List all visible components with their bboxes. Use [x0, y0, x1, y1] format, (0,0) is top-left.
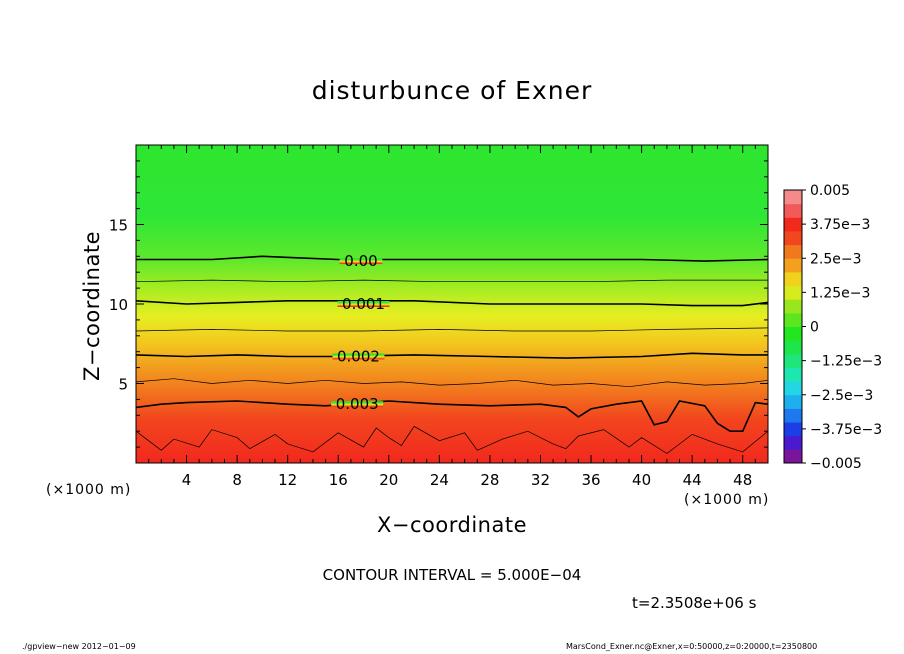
contour-line-minor: [136, 378, 768, 388]
x-tick-label: 36: [581, 471, 600, 489]
colorbar-swatch: [784, 394, 802, 409]
y-axis-label: Z−coordinate: [80, 231, 104, 381]
x-axis-label: X−coordinate: [377, 513, 527, 537]
colorbar-swatch: [784, 244, 802, 259]
x-tick-label: 48: [733, 471, 752, 489]
contour-label: 0.003: [336, 395, 379, 413]
contour-interval-text: CONTOUR INTERVAL = 5.000E−04: [322, 566, 582, 584]
contour-line-minor: [136, 327, 768, 332]
contour-line-major: [136, 299, 768, 307]
x-tick-label: 44: [683, 471, 702, 489]
colorbar-swatch: [784, 381, 802, 396]
colorbar-tick-label: −1.25e−3: [810, 354, 882, 370]
time-stamp: t=2.3508e+06 s: [632, 594, 757, 612]
colorbar-tick-label: 0: [810, 320, 819, 336]
colorbar-swatch: [784, 367, 802, 382]
x-tick-label: 20: [379, 471, 398, 489]
colorbar-swatch: [784, 271, 802, 287]
contour-label-gap: [331, 401, 384, 408]
colorbar-tick-label: 2.5e−3: [810, 251, 862, 267]
colorbar-tick-label: −2.5e−3: [810, 388, 873, 404]
x-tick-label: 12: [278, 471, 297, 489]
x-tick-label: 16: [329, 471, 348, 489]
colorbar-swatch: [784, 340, 802, 355]
contour-label: 0.00: [344, 252, 377, 270]
contour-line-minor: [136, 425, 768, 454]
colorbar-swatch: [784, 408, 802, 423]
colorbar-swatch: [784, 449, 802, 464]
y-tick-label: 5: [118, 376, 128, 394]
colorbar-swatch: [784, 299, 802, 314]
chart-title: disturbunce of Exner: [311, 76, 593, 105]
x-tick-label: 28: [480, 471, 499, 489]
footer-program-info: ./gpview−new 2012−01−09: [22, 642, 136, 651]
contour-line-major: [136, 400, 768, 433]
y-tick-label: 15: [109, 217, 128, 235]
colorbar-tick-label: 1.25e−3: [810, 285, 870, 301]
x-tick-label: 8: [232, 471, 242, 489]
colorbar-swatch: [784, 326, 802, 341]
contour-label-gap: [337, 301, 390, 307]
colorbar-swatch: [784, 422, 802, 437]
colorbar-swatch: [784, 258, 802, 273]
x-tick-label: 4: [182, 471, 192, 489]
contour-label-gap: [339, 258, 383, 265]
contour-line-minor: [136, 279, 768, 283]
colorbar-swatch: [784, 285, 802, 300]
x-unit-left: (×1000 m): [46, 482, 132, 498]
footer-file-info: MarsCond_Exner.nc@Exner,x=0:50000,z=0:20…: [566, 642, 818, 651]
contour-label: 0.002: [337, 347, 380, 365]
contour-label-gap: [332, 353, 385, 360]
colorbar-tick-label: 3.75e−3: [810, 217, 870, 233]
heatmap-field: [136, 145, 768, 463]
colorbar-tick-label: 0.005: [810, 183, 850, 199]
contour-label: 0.001: [342, 295, 385, 313]
contour-line-major: [136, 352, 768, 359]
colorbar-swatch: [784, 312, 802, 327]
colorbar-swatch: [784, 230, 802, 246]
y-tick-label: 10: [109, 296, 128, 314]
x-tick-label: 32: [531, 471, 550, 489]
x-tick-label: 24: [430, 471, 449, 489]
x-unit-right: (×1000 m): [684, 492, 770, 508]
colorbar-swatch: [784, 190, 802, 205]
colorbar-swatch: [784, 353, 802, 368]
colorbar-swatch: [784, 435, 802, 450]
colorbar-swatch: [784, 217, 802, 232]
colorbar-swatch: [784, 203, 802, 218]
colorbar-tick-label: −0.005: [810, 456, 862, 472]
colorbar-tick-label: −3.75e−3: [810, 422, 882, 438]
x-tick-label: 40: [632, 471, 651, 489]
